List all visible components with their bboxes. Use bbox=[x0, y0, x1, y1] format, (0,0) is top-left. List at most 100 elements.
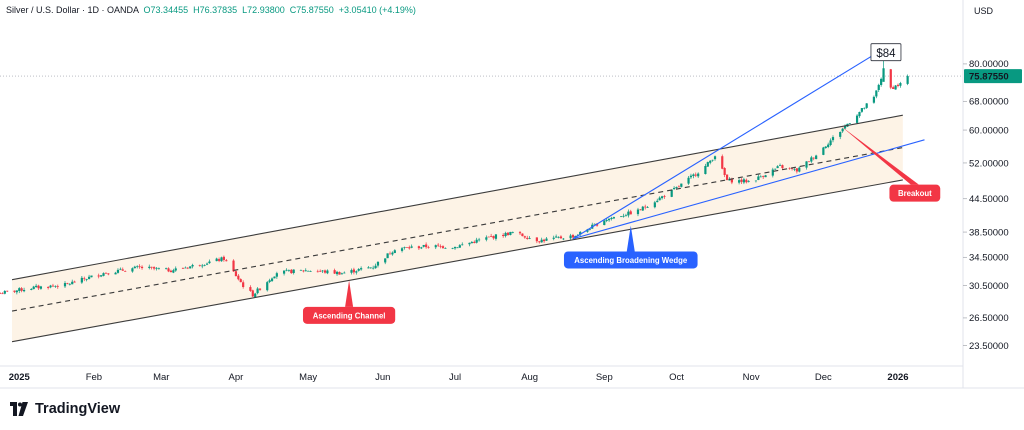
candle bbox=[3, 290, 6, 295]
time-tick-label: 2025 bbox=[9, 372, 31, 383]
candle-body bbox=[607, 218, 611, 221]
candle bbox=[458, 244, 461, 248]
candle-body bbox=[150, 266, 153, 268]
candle-body bbox=[880, 78, 883, 85]
candle bbox=[860, 108, 863, 113]
candle-body bbox=[80, 277, 83, 283]
candle bbox=[644, 204, 647, 210]
candle bbox=[593, 223, 596, 225]
candle-body bbox=[184, 267, 187, 269]
candle-body bbox=[812, 157, 815, 159]
candle bbox=[738, 178, 741, 185]
candle-body bbox=[400, 248, 404, 251]
candle-body bbox=[287, 270, 290, 271]
candle bbox=[18, 287, 21, 294]
candle bbox=[203, 264, 206, 267]
candle bbox=[302, 270, 305, 273]
tradingview-mark-icon bbox=[10, 402, 28, 416]
candle-body bbox=[882, 68, 885, 82]
candle bbox=[762, 175, 765, 179]
candle bbox=[54, 285, 57, 288]
candle bbox=[670, 189, 673, 198]
candle-body bbox=[523, 236, 526, 238]
candle-body bbox=[148, 266, 151, 268]
brand-name: TradingView bbox=[35, 401, 121, 417]
candle-body bbox=[774, 168, 777, 170]
candle bbox=[417, 245, 421, 250]
candle-body bbox=[189, 266, 192, 269]
candle-body bbox=[552, 237, 555, 239]
candle bbox=[20, 287, 23, 293]
candle-body bbox=[116, 269, 120, 273]
time-tick-label: Mar bbox=[153, 372, 169, 383]
candle-body bbox=[528, 238, 531, 239]
candle-body bbox=[738, 180, 741, 183]
time-tick-label: Apr bbox=[229, 372, 244, 383]
tradingview-logo[interactable]: TradingView bbox=[8, 401, 120, 417]
candle bbox=[104, 272, 108, 274]
candle bbox=[636, 207, 640, 217]
candle bbox=[865, 103, 868, 109]
candle-body bbox=[860, 108, 863, 112]
candle bbox=[475, 237, 478, 244]
candle bbox=[776, 165, 779, 169]
candle bbox=[899, 81, 902, 88]
candle-body bbox=[155, 267, 158, 269]
candle-body bbox=[97, 275, 100, 277]
candle-body bbox=[892, 87, 895, 89]
candle bbox=[559, 235, 563, 239]
annotation-pointer bbox=[345, 280, 354, 307]
candle-body bbox=[338, 271, 341, 275]
candle-body bbox=[841, 128, 844, 132]
candle-body bbox=[906, 76, 909, 84]
candle bbox=[15, 290, 18, 295]
candle bbox=[258, 288, 262, 291]
candle-body bbox=[254, 293, 257, 298]
candle bbox=[13, 290, 16, 294]
candle-body bbox=[865, 103, 868, 108]
candle-body bbox=[408, 247, 411, 249]
candle-body bbox=[795, 168, 798, 172]
candle-body bbox=[357, 268, 360, 271]
candle-body bbox=[757, 176, 760, 180]
candle bbox=[555, 234, 558, 238]
wedge-upper-line bbox=[572, 45, 889, 240]
candle bbox=[319, 269, 322, 273]
candle bbox=[427, 245, 430, 249]
candle-body bbox=[477, 239, 481, 241]
candle bbox=[663, 194, 666, 199]
candle-body bbox=[220, 257, 223, 262]
candle-body bbox=[740, 179, 743, 182]
candle-body bbox=[270, 278, 274, 281]
candle-body bbox=[304, 270, 307, 272]
candle-body bbox=[87, 276, 91, 279]
candle-body bbox=[83, 278, 86, 280]
candle-body bbox=[285, 269, 288, 271]
candle-body bbox=[579, 231, 582, 235]
candle bbox=[788, 167, 791, 170]
candle bbox=[824, 146, 827, 149]
candle bbox=[335, 270, 339, 276]
candle bbox=[374, 263, 377, 269]
channel-lower-line bbox=[11, 179, 903, 343]
candle bbox=[858, 111, 861, 118]
candle-body bbox=[290, 269, 293, 274]
candle-body bbox=[636, 209, 640, 215]
candle bbox=[692, 173, 695, 179]
candle bbox=[169, 269, 173, 273]
currency-selector[interactable]: USD bbox=[974, 6, 994, 16]
candle bbox=[764, 174, 767, 178]
candle-body bbox=[15, 290, 18, 293]
candle-body bbox=[18, 288, 21, 291]
wedge-lower-line bbox=[572, 139, 925, 240]
candle bbox=[711, 159, 714, 162]
candle-body bbox=[490, 236, 493, 237]
candle bbox=[186, 267, 189, 270]
candle bbox=[30, 288, 33, 291]
candle-body bbox=[461, 244, 464, 246]
candle bbox=[184, 266, 187, 269]
candle-body bbox=[54, 285, 57, 287]
candle-body bbox=[518, 232, 522, 234]
